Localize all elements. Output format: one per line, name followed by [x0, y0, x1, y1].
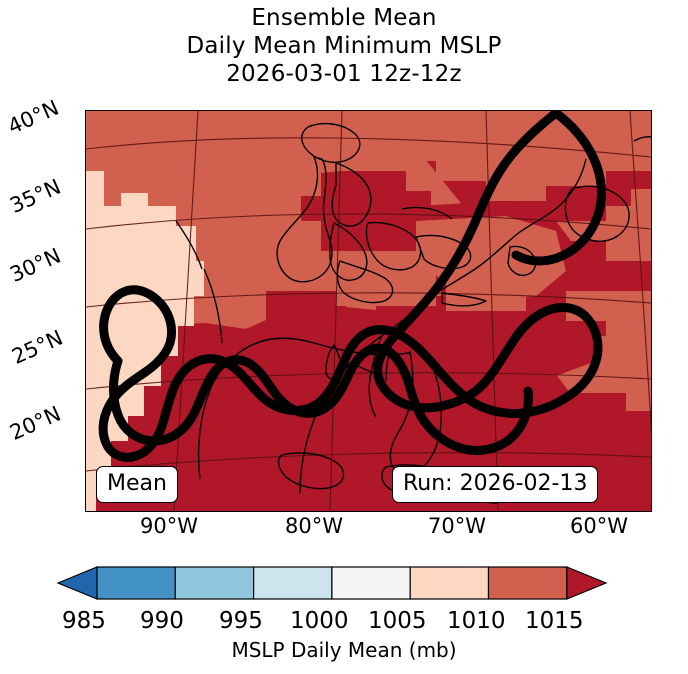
colorbar-tick-1000: 1000 [290, 608, 349, 634]
mean-label-box: Mean [96, 466, 178, 503]
title-line-1: Ensemble Mean [251, 5, 437, 31]
lon-tick-90w: 90°W [140, 514, 198, 538]
run-label-box: Run: 2026-02-13 [392, 466, 599, 503]
colorbar-title: MSLP Daily Mean (mb) [231, 638, 457, 662]
lon-tick-60w: 60°W [570, 514, 628, 538]
lat-tick-25n: 25°N [8, 325, 67, 369]
colorbar-band-1010-1015 [487, 566, 568, 600]
lat-tick-35n: 35°N [6, 174, 65, 218]
lon-tick-70w: 70°W [428, 514, 486, 538]
lat-tick-40n: 40°N [4, 95, 63, 139]
map-canvas [86, 111, 651, 511]
lat-tick-20n: 20°N [6, 401, 65, 445]
lon-tick-80w: 80°W [285, 514, 343, 538]
map-plot-area[interactable] [85, 110, 652, 512]
colorbar-band-990-995 [174, 566, 255, 600]
colorbar-tick-1015: 1015 [525, 608, 584, 634]
colorbar-tick-985: 985 [62, 608, 106, 634]
colorbar-band-1005-1010 [409, 566, 490, 600]
colorbar-canvas [56, 566, 608, 600]
lat-tick-30n: 30°N [6, 243, 65, 287]
colorbar-tick-1010: 1010 [447, 608, 506, 634]
colorbar-under-arrow [56, 566, 98, 600]
title-line-3: 2026-03-01 12z-12z [226, 61, 462, 87]
colorbar-band-985-990 [96, 566, 176, 600]
page-title: Ensemble Mean Daily Mean Minimum MSLP 20… [0, 4, 688, 88]
colorbar[interactable]: 985 990 995 1000 1005 1010 1015 [0, 560, 688, 674]
colorbar-tick-1005: 1005 [368, 608, 427, 634]
contour-1015-gulf-lobe [109, 343, 533, 456]
title-line-2: Daily Mean Minimum MSLP [186, 33, 502, 59]
colorbar-over-arrow [566, 566, 608, 600]
colorbar-tick-990: 990 [140, 608, 184, 634]
colorbar-band-995-1000 [253, 566, 333, 600]
colorbar-tick-995: 995 [219, 608, 263, 634]
colorbar-band-1000-1005 [331, 566, 411, 600]
colorbar-bands [56, 566, 608, 600]
fill-band-1010-1015-patches [266, 111, 651, 341]
